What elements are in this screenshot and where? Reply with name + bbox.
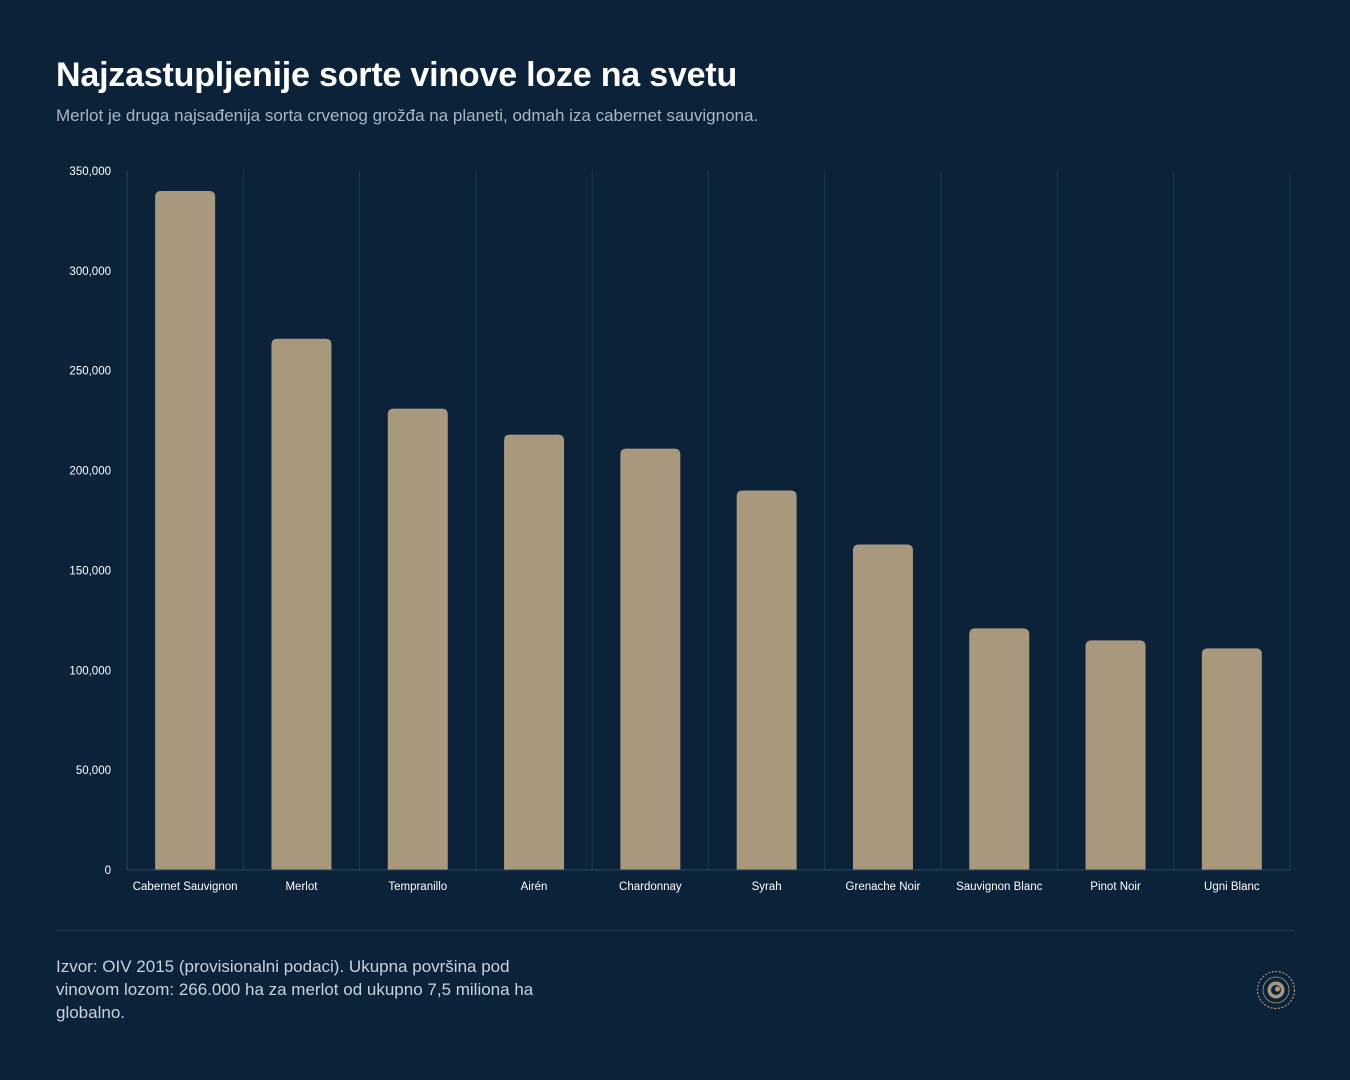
- bar: [155, 190, 216, 870]
- bar-layer: [155, 190, 1262, 870]
- axis-layer: 0 50,000 100,000 150,000 200,000 250,000 300,0…: [69, 166, 1290, 893]
- x-tick-label: Grenache Noir: [846, 881, 921, 893]
- bar: [736, 490, 797, 870]
- x-tick-label: Ugni Blanc: [1204, 881, 1260, 893]
- bar: [1085, 640, 1146, 870]
- bar: [387, 408, 448, 870]
- y-tick-label: 200,000: [69, 466, 111, 478]
- x-tick-label: Tempranillo: [388, 881, 447, 893]
- bar: [969, 628, 1030, 870]
- x-tick-label: Pinot Noir: [1090, 881, 1141, 893]
- x-tick-label: Syrah: [752, 881, 782, 893]
- chart-subtitle: Merlot je druga najsađenija sorta crveno…: [56, 106, 759, 125]
- x-tick-label: Airén: [521, 881, 548, 893]
- bar: [1201, 648, 1262, 870]
- y-tick-label: 100,000: [69, 665, 111, 677]
- y-tick-label: 350,000: [69, 166, 111, 178]
- bar: [852, 544, 913, 870]
- y-tick-label: 50,000: [76, 765, 111, 777]
- bar-chart: 0 50,000 100,000 150,000 200,000 250,000 300,0…: [69, 166, 1291, 893]
- x-tick-label: Merlot: [285, 881, 318, 893]
- x-tick-label: Cabernet Sauvignon: [133, 881, 238, 893]
- y-tick-label: 150,000: [69, 565, 111, 577]
- bar: [271, 338, 332, 870]
- bar: [620, 448, 681, 870]
- source-note: Izvor: OIV 2015 (provisionalni podaci). …: [56, 957, 534, 1022]
- y-tick-label: 300,000: [69, 266, 111, 278]
- seal-logo-icon: [1256, 970, 1296, 1010]
- y-tick-label: 0: [105, 865, 111, 877]
- y-tick-label: 250,000: [69, 366, 111, 378]
- chart-title: Najzastupljenije sorte vinove loze na sv…: [56, 56, 738, 94]
- footer-divider: [56, 930, 1294, 931]
- x-tick-label: Sauvignon Blanc: [956, 881, 1043, 893]
- bar: [504, 434, 565, 870]
- x-tick-label: Chardonnay: [619, 881, 682, 893]
